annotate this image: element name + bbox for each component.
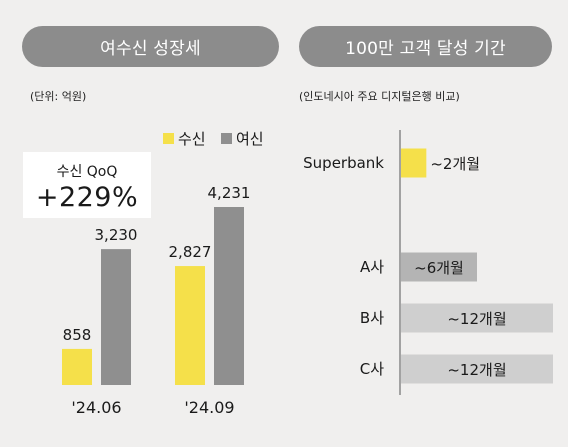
bar-deposit-0: [62, 348, 92, 385]
right-section-title: 100만 고객 달성 기간: [299, 26, 552, 67]
bar-loan-0: [101, 249, 131, 385]
left-section-title: 여수신 성장세: [22, 26, 279, 67]
x-tick-label: '24.06: [71, 398, 121, 417]
legend-deposit-swatch: [163, 133, 174, 144]
x-tick-label: '24.09: [184, 398, 234, 417]
y-tick-label: A사: [360, 258, 384, 276]
hbar-3: [401, 354, 553, 384]
data-label: ~12개월: [447, 310, 506, 328]
hbar-0: [401, 148, 427, 178]
hbar-2: [401, 303, 553, 333]
data-label: ~2개월: [430, 155, 480, 173]
legend-loan-label: 여신: [236, 130, 264, 148]
data-label: ~12개월: [447, 361, 506, 379]
data-label: 4,231: [208, 184, 251, 202]
legend-loan-swatch: [221, 133, 232, 144]
qoq-value: +229%: [35, 182, 139, 213]
comparison-note: (인도네시아 주요 디지털은행 비교): [299, 90, 460, 103]
data-label: 858: [63, 326, 92, 344]
legend-loan: 여신: [221, 128, 264, 149]
qoq-callout: 수신 QoQ +229%: [23, 152, 151, 218]
y-tick-label: Superbank: [303, 154, 384, 172]
qoq-label: 수신 QoQ: [56, 164, 118, 180]
data-label: 2,827: [169, 243, 212, 261]
data-label: ~6개월: [414, 259, 464, 277]
y-tick-label: C사: [360, 360, 384, 378]
bar-deposit-1: [175, 266, 205, 385]
y-tick-label: B사: [360, 309, 384, 327]
data-label: 3,230: [95, 226, 138, 244]
unit-note: (단위: 억원): [30, 90, 87, 103]
bar-loan-1: [214, 207, 244, 385]
hbar-1: [401, 252, 477, 282]
legend-deposit-label: 수신: [178, 130, 206, 148]
legend-deposit: 수신: [163, 128, 206, 149]
